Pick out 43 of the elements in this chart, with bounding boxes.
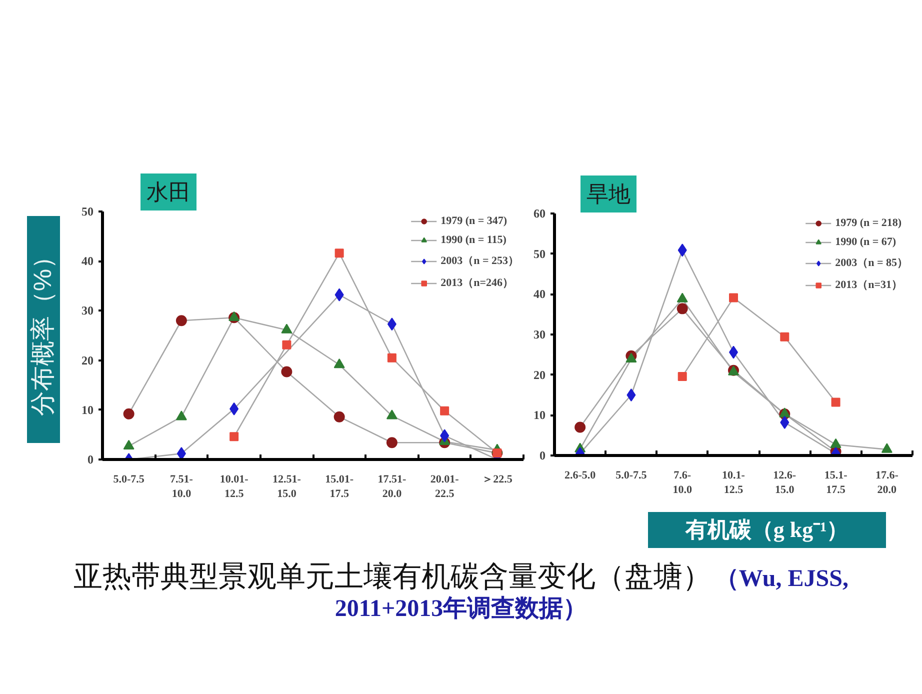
x-tick-label: 15.1-17.5 [824, 470, 848, 496]
legend-label: 1979 (n = 347) [440, 215, 508, 227]
x-tick-label: 20.01-22.5 [430, 474, 460, 500]
x-tick-label: 10.1-12.5 [722, 470, 746, 496]
x-tick-label: 7.6-10.0 [672, 470, 692, 496]
x-tick-label: 12.51-15.0 [272, 474, 302, 500]
x-tick-label: 17.51-20.0 [378, 474, 406, 500]
y-tick-label: 30 [82, 304, 94, 318]
y-tick-label: 60 [534, 206, 546, 220]
x-tick-label: 10.01-12.5 [220, 474, 249, 500]
legend-label: 2013（n=31） [835, 278, 902, 292]
y-tick-label: 50 [534, 246, 546, 261]
x-tick-label: ＞22.5 [482, 474, 513, 486]
chart-title: 水田 [146, 180, 190, 204]
y-axis-title: 分布概率（%） [28, 243, 58, 416]
y-tick-label: 40 [82, 254, 94, 268]
y-tick-label: 10 [82, 402, 94, 417]
y-tick-label: 30 [534, 328, 546, 342]
x-tick-label: 17.6-20.0 [875, 470, 899, 496]
y-tick-label: 0 [88, 452, 94, 466]
legend-label: 2013（n=246） [440, 276, 514, 290]
x-tick-label: 12.6-15.0 [773, 470, 796, 496]
x-axis-title: 有机碳（g kg⁻¹） [648, 512, 886, 548]
legend-label: 2003（n = 253） [440, 254, 519, 268]
chart-title: 旱地 [586, 182, 630, 206]
text: （Wu, EJSS, [714, 566, 848, 592]
legend-label: 1990 (n = 115) [440, 234, 506, 246]
y-tick-label: 40 [534, 287, 546, 302]
y-tick-label: 20 [82, 353, 94, 368]
x-tick-label: 2.6-5.0 [564, 470, 596, 482]
x-tick-label: 7.51-10.0 [170, 474, 194, 500]
y-tick-label: 50 [82, 204, 94, 218]
text: 亚热带典型景观单元土壤有机碳含量变化（盘塘） [74, 561, 712, 593]
text: 2011+2013年调查数据） [334, 596, 588, 622]
legend-label: 1979 (n = 218) [835, 217, 902, 229]
legend-label: 1990 (n = 67) [835, 236, 896, 248]
legend-label: 2003（n = 85） [835, 256, 908, 270]
x-tick-label: 5.0-7.5 [113, 474, 145, 486]
y-tick-label: 10 [534, 408, 546, 422]
y-tick-label: 20 [534, 368, 546, 382]
x-tick-label: 15.01-17.5 [325, 474, 354, 500]
x-tick-label: 5.0-7.5 [616, 470, 648, 482]
y-tick-label: 0 [540, 448, 546, 462]
